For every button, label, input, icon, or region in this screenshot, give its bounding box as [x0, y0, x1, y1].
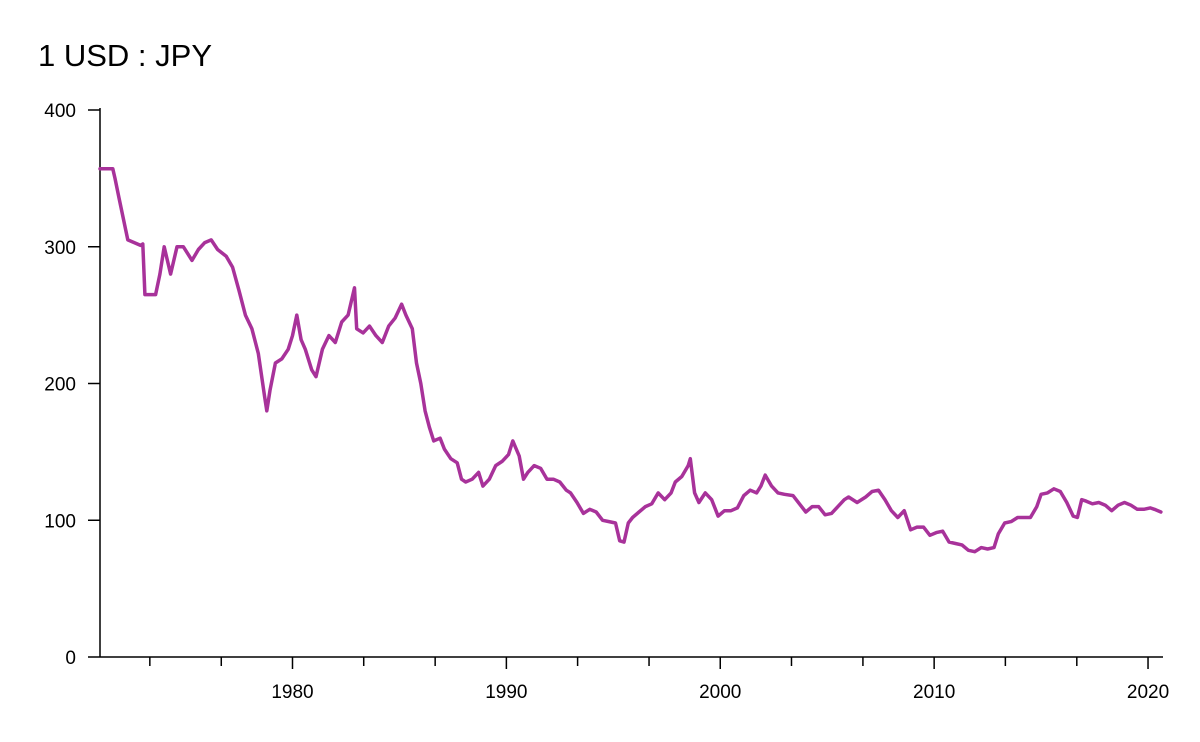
x-tick-label: 1980 [271, 682, 313, 703]
x-tick-label: 2010 [913, 682, 955, 703]
x-tick-label: 1990 [485, 682, 527, 703]
y-tick-label: 400 [44, 101, 76, 122]
x-tick-label: 2000 [699, 682, 741, 703]
y-tick-label: 0 [65, 648, 76, 669]
y-tick-label: 100 [44, 511, 76, 532]
chart-title: 1 USD : JPY [38, 38, 212, 73]
x-tick-label: 2020 [1127, 682, 1169, 703]
y-tick-label: 300 [44, 238, 76, 259]
data-line [98, 167, 1163, 554]
y-tick-label: 200 [44, 375, 76, 396]
